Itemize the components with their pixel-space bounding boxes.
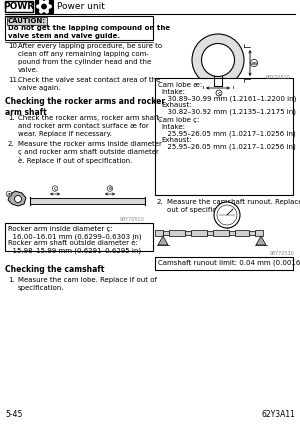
Polygon shape — [8, 191, 26, 206]
Text: Check the rocker arms, rocker arm shaft,
and rocker arm contact surface æ for
we: Check the rocker arms, rocker arm shaft,… — [18, 115, 161, 137]
Text: Cam lobe ç:: Cam lobe ç: — [158, 116, 200, 122]
Text: Do not get the lapping compound on the
valve stem and valve guide.: Do not get the lapping compound on the v… — [8, 25, 170, 39]
FancyBboxPatch shape — [213, 230, 229, 236]
FancyBboxPatch shape — [35, 0, 53, 13]
Text: Power unit: Power unit — [57, 2, 105, 11]
Circle shape — [46, 10, 48, 13]
Text: æ: æ — [251, 60, 257, 65]
Text: Checking the camshaft: Checking the camshaft — [5, 265, 104, 274]
Text: 16.00–16.01 mm (0.6299–0.6303 in): 16.00–16.01 mm (0.6299–0.6303 in) — [8, 233, 142, 240]
Text: 30.82–30.92 mm (1.2135–1.2175 in): 30.82–30.92 mm (1.2135–1.2175 in) — [163, 108, 296, 115]
Text: ç: ç — [54, 186, 56, 191]
Text: 25.95–26.05 mm (1.0217–1.0256 in): 25.95–26.05 mm (1.0217–1.0256 in) — [163, 143, 296, 150]
Text: Measure the rocker arms inside diameter
ç and rocker arm shaft outside diameter
: Measure the rocker arms inside diameter … — [18, 141, 162, 164]
Text: 1.: 1. — [8, 115, 15, 121]
Circle shape — [48, 5, 51, 8]
FancyBboxPatch shape — [169, 230, 185, 236]
Text: Exhaust:: Exhaust: — [161, 102, 191, 108]
Text: 62Y3A11: 62Y3A11 — [261, 410, 295, 419]
Text: Rocker arm shaft outside diameter è:: Rocker arm shaft outside diameter è: — [8, 240, 138, 246]
Text: 98Y70530: 98Y70530 — [270, 251, 295, 256]
Text: Checking the rocker arms and rocker
arm shaft: Checking the rocker arms and rocker arm … — [5, 97, 165, 117]
Polygon shape — [158, 236, 168, 245]
FancyBboxPatch shape — [5, 1, 33, 12]
Text: 11.: 11. — [8, 77, 19, 83]
FancyBboxPatch shape — [163, 231, 169, 235]
Circle shape — [46, 0, 48, 3]
Text: Exhaust:: Exhaust: — [161, 136, 191, 142]
Circle shape — [214, 202, 240, 228]
FancyBboxPatch shape — [255, 230, 263, 236]
Text: Check the valve seat contact area of the
valve again.: Check the valve seat contact area of the… — [18, 77, 160, 91]
FancyBboxPatch shape — [229, 231, 235, 235]
Text: Intake:: Intake: — [161, 89, 185, 95]
Circle shape — [40, 10, 43, 13]
Text: After every lapping procedure, be sure to
clean off any remaining lapping com-
p: After every lapping procedure, be sure t… — [18, 43, 162, 73]
FancyBboxPatch shape — [249, 231, 255, 235]
FancyBboxPatch shape — [155, 230, 163, 236]
Text: 98Y70520: 98Y70520 — [265, 75, 290, 80]
Ellipse shape — [192, 34, 244, 86]
Text: 10.: 10. — [8, 43, 19, 49]
Text: 5-45: 5-45 — [5, 410, 22, 419]
FancyBboxPatch shape — [30, 198, 145, 204]
Text: 15.98–15.99 mm (0.6291–0.6295 in): 15.98–15.99 mm (0.6291–0.6295 in) — [8, 247, 141, 253]
FancyBboxPatch shape — [155, 78, 293, 195]
Text: 25.95–26.05 mm (1.0217–1.0256 in): 25.95–26.05 mm (1.0217–1.0256 in) — [163, 130, 296, 136]
FancyBboxPatch shape — [185, 231, 191, 235]
Text: Cam lobe æ:: Cam lobe æ: — [158, 82, 202, 88]
Circle shape — [40, 0, 43, 3]
Text: 30.89–30.99 mm (1.2161–1.2200 in): 30.89–30.99 mm (1.2161–1.2200 in) — [163, 96, 296, 102]
Text: POWR: POWR — [3, 2, 34, 11]
Circle shape — [217, 205, 237, 225]
Text: Measure the camshaft runout. Replace if
out of specification.: Measure the camshaft runout. Replace if … — [167, 199, 300, 213]
FancyBboxPatch shape — [207, 231, 213, 235]
Text: Intake:: Intake: — [161, 124, 185, 130]
Text: Rocker arm inside diameter ç:: Rocker arm inside diameter ç: — [8, 226, 113, 232]
FancyBboxPatch shape — [155, 257, 293, 270]
Text: 2.: 2. — [157, 199, 164, 205]
Text: ç: ç — [217, 91, 221, 96]
Text: Measure the cam lobe. Replace if out of
specification.: Measure the cam lobe. Replace if out of … — [18, 277, 157, 291]
Text: æ: æ — [6, 192, 12, 196]
Text: 1.: 1. — [8, 277, 15, 283]
FancyBboxPatch shape — [235, 230, 249, 236]
FancyBboxPatch shape — [5, 223, 153, 251]
Text: CAUTION:: CAUTION: — [8, 18, 46, 24]
FancyBboxPatch shape — [5, 16, 153, 40]
Polygon shape — [256, 236, 266, 245]
Text: 2.: 2. — [8, 141, 15, 147]
Ellipse shape — [202, 43, 235, 76]
Circle shape — [37, 5, 40, 8]
Text: è: è — [108, 186, 112, 191]
Circle shape — [42, 4, 46, 8]
Text: Camshaft runout limit: 0.04 mm (0.0016 in): Camshaft runout limit: 0.04 mm (0.0016 i… — [158, 259, 300, 266]
Text: 98Y70510: 98Y70510 — [120, 217, 145, 222]
Circle shape — [39, 2, 49, 11]
Circle shape — [14, 196, 22, 202]
FancyBboxPatch shape — [191, 230, 207, 236]
